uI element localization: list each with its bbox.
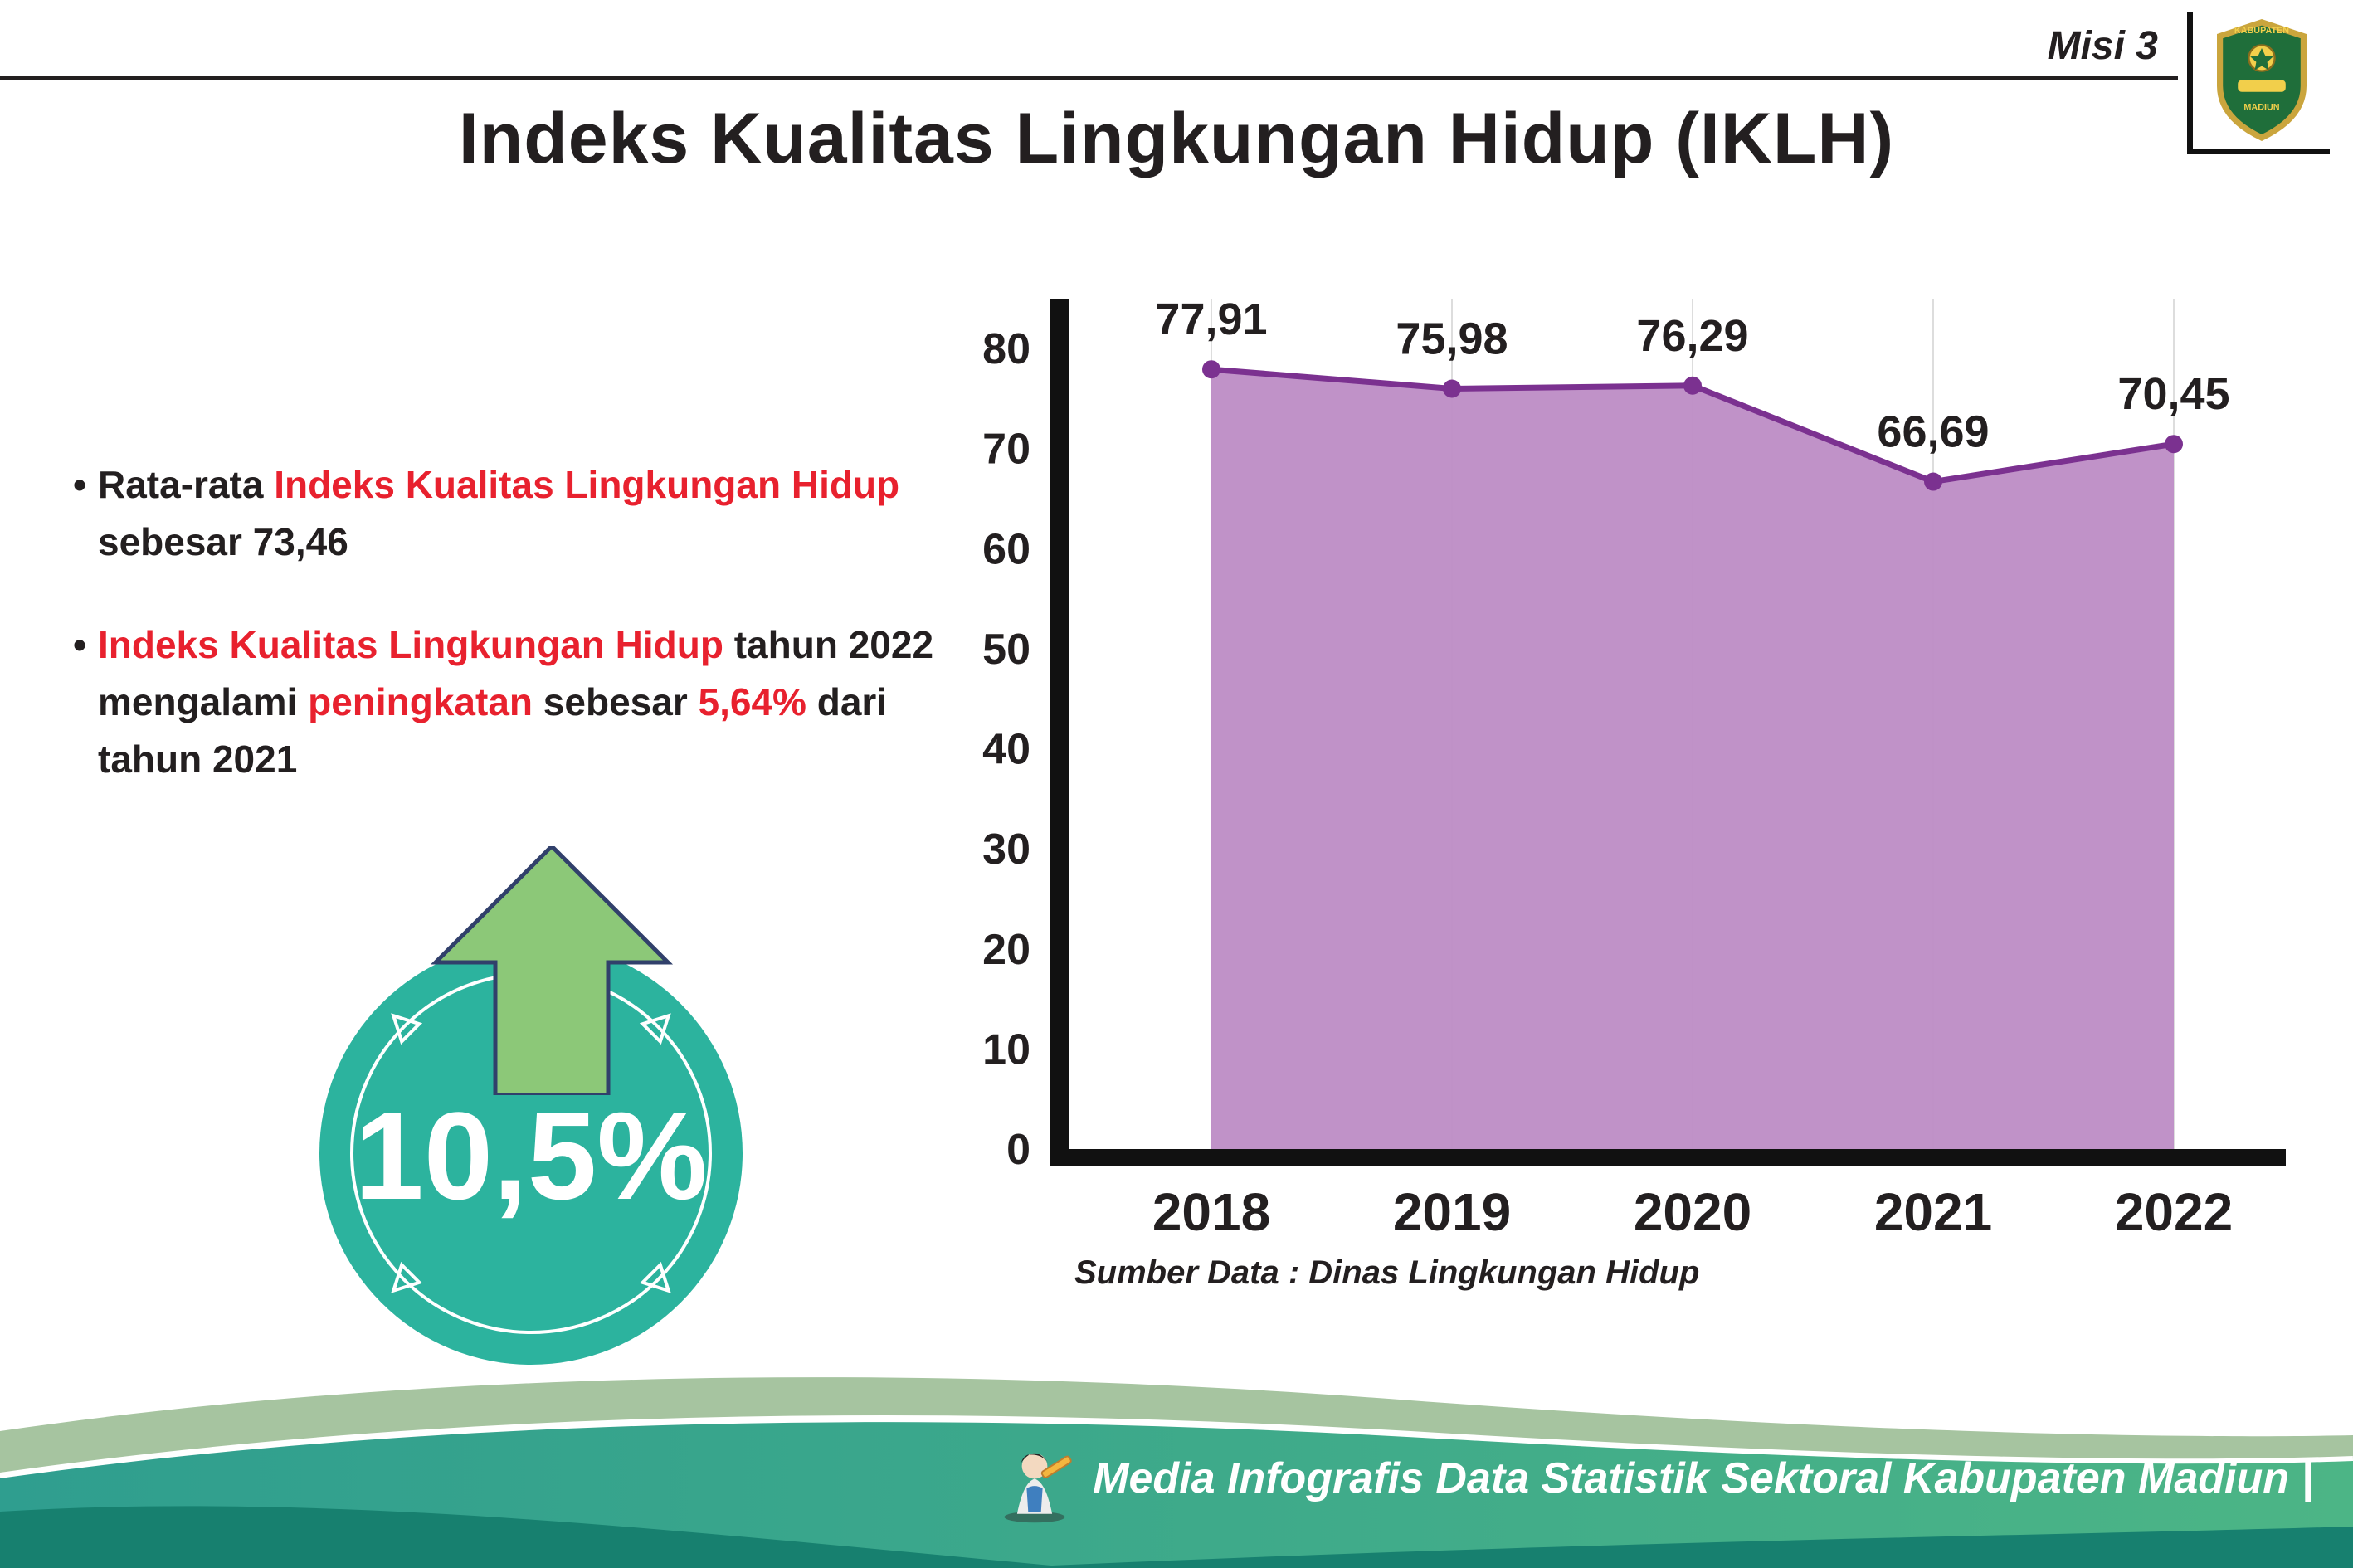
text-segment: tahun 2022 mengalami — [98, 623, 934, 723]
mascot-icon — [1004, 1453, 1072, 1523]
data-source: Sumber Data : Dinas Lingkungan Hidup — [1074, 1254, 1700, 1291]
svg-text:77,91: 77,91 — [1155, 295, 1267, 344]
svg-text:2018: 2018 — [1152, 1182, 1270, 1242]
svg-text:40: 40 — [982, 726, 1030, 774]
iklh-area-chart: 0 10 20 30 40 50 60 70 80 77,91 2018 75,98 2019 76,29… — [938, 282, 2307, 1278]
text-segment-highlight: Indeks Kualitas Lingkungan Hidup — [98, 623, 723, 666]
text-segment: sebesar — [533, 680, 699, 723]
svg-text:70: 70 — [982, 426, 1030, 474]
kabupaten-madiun-logo: KABUPATEN MADIUN — [2187, 12, 2330, 154]
svg-text:MADIUN: MADIUN — [2243, 102, 2279, 112]
crest-icon: KABUPATEN MADIUN — [2216, 18, 2307, 141]
svg-text:2022: 2022 — [2115, 1182, 2233, 1242]
text-segment: dari tahun 2021 — [98, 680, 888, 781]
footer-text: Media Infografis Data Statistik Sektoral… — [1093, 1454, 2313, 1502]
svg-text:76,29: 76,29 — [1636, 311, 1748, 361]
bullet-average-iklh: Rata-rata Indeks Kualitas Lingkungan Hid… — [73, 456, 944, 571]
svg-text:75,98: 75,98 — [1396, 314, 1508, 363]
svg-text:70,45: 70,45 — [2117, 369, 2229, 419]
page-title: Indeks Kualitas Lingkungan Hidup (IKLH) — [458, 99, 1895, 178]
svg-text:KABUPATEN: KABUPATEN — [2234, 26, 2288, 36]
svg-text:2021: 2021 — [1874, 1182, 1992, 1242]
text-segment: Rata-rata — [98, 463, 275, 506]
svg-text:80: 80 — [982, 325, 1030, 373]
text-segment-highlight: peningkatan — [308, 680, 533, 723]
text-segment: sebesar 73,46 — [98, 520, 348, 563]
svg-text:2020: 2020 — [1634, 1182, 1751, 1242]
svg-text:2019: 2019 — [1393, 1182, 1511, 1242]
footer-waves — [0, 1377, 2353, 1568]
percentage-value: 10,5% — [354, 1086, 707, 1225]
svg-text:60: 60 — [982, 525, 1030, 573]
header-rule — [0, 76, 2178, 80]
svg-text:50: 50 — [982, 626, 1030, 674]
chart-canvas: 0 10 20 30 40 50 60 70 80 77,91 2018 75,98 2019 76,29… — [982, 295, 2286, 1242]
misi-label: Misi 3 — [2047, 24, 2158, 68]
increase-badge: 10,5% — [319, 846, 743, 1365]
bullet-increase-iklh: Indeks Kualitas Lingkungan Hidup tahun 2… — [73, 616, 944, 788]
footer-caption: Media Infografis Data Statistik Sektoral… — [995, 1432, 2313, 1525]
svg-text:20: 20 — [982, 926, 1030, 974]
text-segment-highlight: 5,64% — [698, 680, 806, 723]
percentage-circle: 10,5% — [319, 942, 743, 1365]
text-segment-highlight: Indeks Kualitas Lingkungan Hidup — [274, 463, 900, 506]
up-arrow-icon — [430, 846, 674, 1095]
svg-text:0: 0 — [1006, 1126, 1030, 1174]
svg-text:30: 30 — [982, 825, 1030, 874]
key-points: Rata-rata Indeks Kualitas Lingkungan Hid… — [73, 456, 944, 834]
svg-text:66,69: 66,69 — [1877, 407, 1989, 457]
svg-text:10: 10 — [982, 1025, 1030, 1074]
